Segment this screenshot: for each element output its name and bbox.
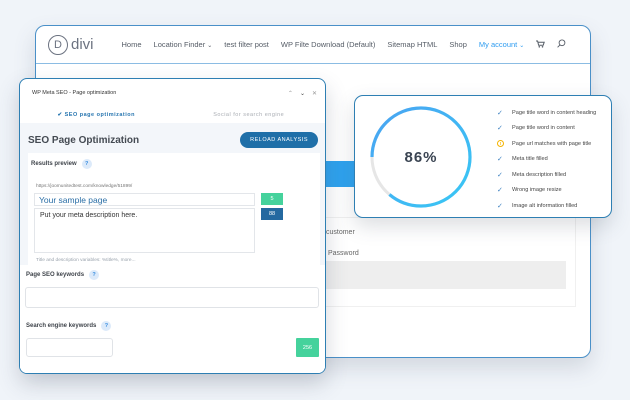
warning-icon: !	[497, 140, 504, 148]
page-seo-keywords-label: Page SEO keywords	[26, 272, 85, 278]
results-preview-label-row: Results preview ?	[31, 159, 92, 169]
tab-seo-page-optimization[interactable]: ✔ SEO page optimization	[57, 112, 136, 118]
help-icon[interactable]: ?	[101, 321, 112, 331]
score-value: 86%	[404, 148, 438, 166]
close-icon[interactable]: ✕	[311, 90, 317, 97]
collapse-up-icon[interactable]: ⌃	[287, 90, 293, 97]
help-icon[interactable]: ?	[89, 270, 100, 280]
check-item: ✓ Page title word in content heading	[497, 105, 596, 121]
check-icon: ✓	[497, 171, 503, 179]
chevron-down-icon: ⌄	[519, 43, 525, 49]
search-engine-keywords-label-row: Search engine keywords ?	[26, 321, 112, 331]
variables-hint[interactable]: Title and description variables: %title%…	[36, 258, 136, 263]
nav-label: Location Finder	[153, 40, 206, 49]
nav-sitemap-html[interactable]: Sitemap HTML	[387, 40, 437, 49]
search-engine-keywords-input[interactable]	[26, 338, 113, 357]
help-icon[interactable]: ?	[81, 159, 92, 169]
description-count-badge: 88	[261, 208, 283, 220]
check-icon: ✓	[497, 202, 503, 210]
nav-label: Shop	[449, 40, 467, 49]
title-count-badge: 5	[261, 193, 283, 205]
nav-wp-filte-download[interactable]: WP Filte Download (Default)	[281, 40, 375, 49]
logo-circle-icon: D	[48, 34, 68, 55]
password-label: Password	[328, 250, 359, 257]
check-label: Meta description filled	[512, 171, 567, 178]
check-item: ✓ Page title word in content	[497, 121, 596, 137]
check-item: ✓ Meta title filled	[497, 152, 596, 168]
meta-description-input[interactable]: Put your meta description here.	[34, 208, 255, 253]
nav-label: Sitemap HTML	[387, 40, 438, 49]
nav-label: My account	[478, 40, 518, 49]
customer-text: customer	[326, 229, 355, 236]
check-label: Image alt information filled	[512, 202, 578, 209]
check-icon: ✓	[497, 156, 503, 164]
site-header: D divi Home Location Finder ⌄ test filter…	[36, 26, 590, 64]
check-item: ✓ Meta description filled	[497, 167, 596, 183]
check-icon: ✓	[497, 187, 503, 195]
check-label: Page url matches with page title	[512, 140, 592, 147]
results-preview-label: Results preview	[31, 161, 77, 167]
panel-title: WP Meta SEO - Page optimization	[32, 90, 117, 96]
page-seo-keywords-input[interactable]	[25, 287, 319, 308]
score-gauge	[370, 106, 472, 208]
nav-home[interactable]: Home	[122, 40, 142, 49]
panel-titlebar: WP Meta SEO - Page optimization ⌃ ⌄ ✕	[20, 79, 325, 107]
checks-list: ✓ Page title word in content heading ✓ P…	[497, 105, 596, 214]
check-label: Meta title filled	[512, 156, 548, 163]
nav-location-finder[interactable]: Location Finder ⌄	[154, 40, 213, 49]
panel-body: SEO Page Optimization RELOAD ANALYSIS Re…	[20, 123, 325, 373]
nav-label: WP Filte Download (Default)	[280, 40, 376, 49]
check-icon: ✓	[497, 109, 503, 117]
cart-icon[interactable]	[536, 40, 546, 50]
panel-tabs: ✔ SEO page optimization Social for searc…	[20, 107, 325, 123]
search-engine-keywords-label: Search engine keywords	[26, 323, 97, 329]
check-label: Page title word in content	[512, 125, 575, 132]
nav-test-filter-post[interactable]: test filter post	[224, 40, 269, 49]
section-header: SEO Page Optimization RELOAD ANALYSIS	[20, 123, 325, 151]
main-nav: Home Location Finder ⌄ test filter post W…	[122, 39, 567, 50]
keywords-count-badge: 256	[296, 338, 319, 357]
seo-score-panel: 86% ✓ Page title word in content heading…	[354, 95, 612, 218]
nav-label: Home	[121, 40, 142, 49]
seo-optimization-panel: WP Meta SEO - Page optimization ⌃ ⌄ ✕ ✔ …	[19, 78, 326, 374]
nav-my-account[interactable]: My account ⌄	[479, 40, 524, 49]
keywords-section: Page SEO keywords ? Search engine keywor…	[20, 265, 325, 373]
divi-logo[interactable]: D divi	[48, 34, 94, 55]
check-item: ! Page url matches with page title	[497, 136, 596, 152]
logo-text: divi	[71, 36, 94, 53]
check-item: ✓ Image alt information filled	[497, 198, 596, 214]
nav-label: test filter post	[224, 40, 269, 49]
search-icon[interactable]	[557, 39, 566, 50]
check-icon: ✓	[497, 125, 503, 133]
section-title: SEO Page Optimization	[28, 134, 140, 146]
reload-analysis-button[interactable]: RELOAD ANALYSIS	[240, 132, 318, 148]
preview-url: https://joomunitedtest.com/knowledge/518…	[36, 184, 133, 189]
tab-social-for-search-engine[interactable]: Social for search engine	[213, 112, 285, 118]
check-label: Wrong image resize	[512, 187, 562, 194]
password-input[interactable]	[326, 261, 566, 289]
expand-down-icon[interactable]: ⌄	[299, 90, 305, 97]
check-label: Page title word in content heading	[512, 109, 597, 116]
results-preview-card: Results preview ? https://joomunitedtest…	[28, 153, 320, 265]
chevron-down-icon: ⌄	[207, 43, 213, 49]
nav-shop[interactable]: Shop	[449, 40, 467, 49]
page-seo-keywords-label-row: Page SEO keywords ?	[26, 270, 100, 280]
panel-controls: ⌃ ⌄ ✕	[288, 90, 317, 97]
check-item: ✓ Wrong image resize	[497, 183, 596, 199]
meta-title-input[interactable]: Your sample page	[34, 193, 255, 206]
